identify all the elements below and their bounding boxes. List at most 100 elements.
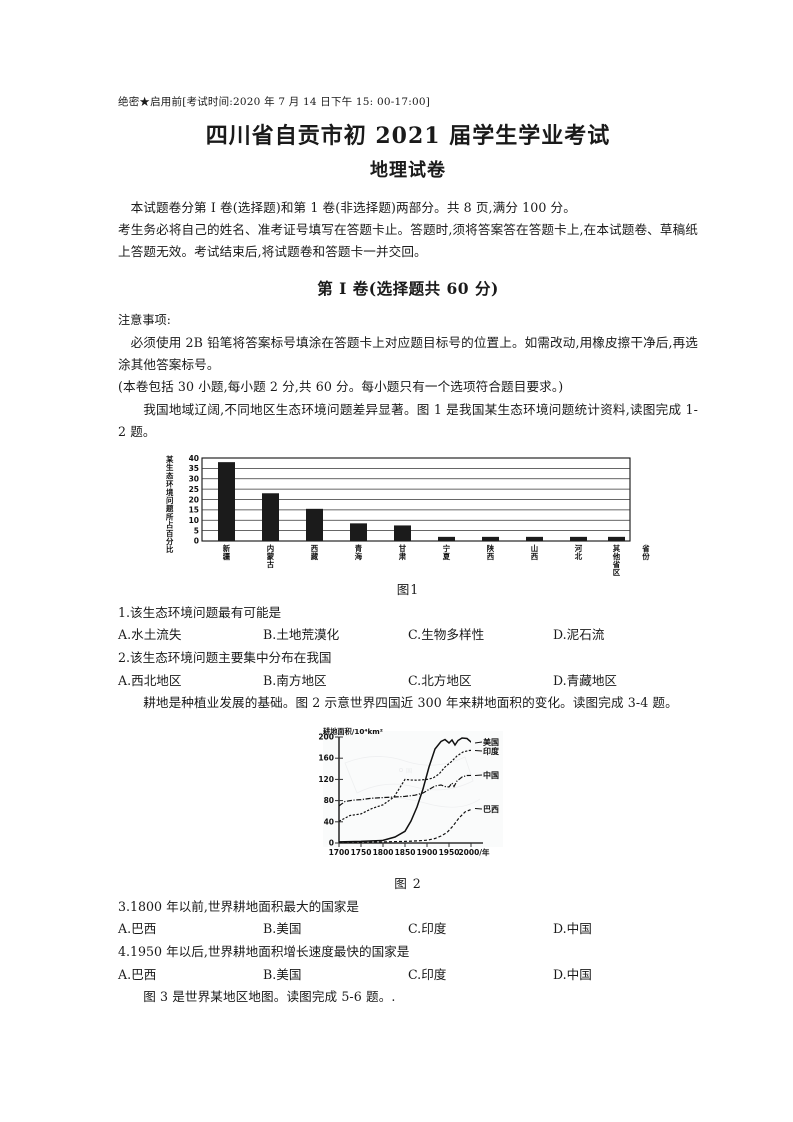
q1-option-a[interactable]: A.水土流失 (118, 627, 182, 643)
question-3-stem: 3.1800 年以前,世界耕地面积最大的国家是 (118, 898, 359, 914)
bar-shaanxi (482, 536, 499, 541)
chart-1-svg: 某生态环境问题所占百分比 40 35 (165, 454, 651, 577)
question-4-options: A.巴西 B.美国 C.印度 D.中国 (118, 964, 698, 987)
svg-text:1750: 1750 (350, 848, 371, 857)
series-label-usa: 美国 (483, 737, 499, 747)
chart-2-ytick-labels: 200 160 120 80 40 0 (318, 732, 334, 847)
passage-3: 图 3 是世界某地区地图。读图完成 5-6 题。. (143, 989, 396, 1005)
bar-shanxi (526, 536, 543, 541)
q4-option-a[interactable]: A.巴西 (118, 966, 157, 982)
chart-2-map-watermark: 国 (322, 730, 503, 847)
q4-option-c[interactable]: C.印度 (408, 966, 447, 982)
figure-2-caption: 图 2 (394, 875, 422, 891)
question-3-options: A.巴西 B.美国 C.印度 D.中国 (118, 918, 698, 941)
chart-1-xlabel: 省份 (641, 544, 650, 561)
cat-shaanxi: 陕西 (487, 544, 495, 561)
svg-text:160: 160 (318, 753, 334, 762)
question-4-stem: 4.1950 年以后,世界耕地面积增长速度最快的国家是 (118, 943, 410, 959)
chart-1-bar: 某生态环境问题所占百分比 40 35 (158, 452, 658, 577)
series-line-usa (338, 736, 471, 843)
chart-2-xtick-labels: 1700 1750 1800 1850 1900 1950 2000/年 (328, 847, 489, 857)
passage-1: 我国地域辽阔,不同地区生态环境问题差异显著。图 1 是我国某生态环境问题统计资料… (118, 401, 698, 440)
page-title: 四川省自贡市初 2021 届学生学业考试 (205, 122, 611, 149)
cat-neimenggu: 内蒙古 (267, 544, 275, 569)
svg-text:30: 30 (189, 474, 199, 483)
svg-text:国: 国 (406, 768, 412, 775)
cat-shanxi: 山西 (531, 544, 539, 561)
svg-text:25: 25 (189, 485, 199, 494)
figure-1-caption: 图1 (396, 581, 420, 597)
question-1-stem: 1.该生态环境问题最有可能是 (118, 604, 282, 620)
svg-text:5: 5 (194, 526, 199, 535)
q1-option-b[interactable]: B.土地荒漠化 (263, 627, 340, 643)
chart-2-line: 国 耕地面积/10⁴km² 200 160 (305, 723, 512, 871)
chart-2-svg: 国 耕地面积/10⁴km² 200 160 (318, 727, 503, 857)
q4-option-d[interactable]: D.中国 (553, 966, 592, 982)
chart-2-leader-lines (474, 741, 482, 810)
notice-body: 必须使用 2B 铅笔将答案标号填涂在答题卡上对应题目标号的位置上。如需改动,用橡… (118, 334, 698, 372)
secret-notice-line: 绝密★启用前[考试时间:2020 年 7 月 14 日下午 15: 00-17:… (118, 96, 431, 108)
cat-ningxia: 宁夏 (442, 544, 451, 561)
bar-xizang (306, 508, 323, 541)
bar-hebei (570, 536, 587, 541)
cat-xinjiang: 新疆 (223, 544, 231, 561)
intro-line-2: 考生务必将自己的姓名、准考证号填写在答题卡止。答题时,须将答案答在答题卡上,在本… (118, 222, 698, 260)
series-label-india: 印度 (483, 746, 500, 756)
q1-option-c[interactable]: C.生物多样性 (408, 627, 485, 643)
section-1-title: 第 I 卷(选择题共 60 分) (317, 278, 499, 298)
svg-text:0: 0 (328, 838, 333, 847)
q2-option-b[interactable]: B.南方地区 (263, 672, 327, 688)
q1-option-d[interactable]: D.泥石流 (553, 627, 605, 643)
figure-2: 国 耕地面积/10⁴km² 200 160 (118, 723, 698, 892)
cat-hebei: 河北 (575, 544, 583, 561)
series-line-china (338, 774, 471, 806)
chart-2-series-labels: 美国 印度 中国 巴西 (483, 737, 500, 814)
chart-1-category-labels: 新疆 内蒙古 西藏 青海 甘肃 宁夏 陕西 山西 河北 其他省区 省份 (223, 544, 651, 577)
svg-text:1850: 1850 (394, 848, 415, 857)
chart-2-xtick-marks (338, 842, 471, 847)
intro-line-1: 本试题卷分第 I 卷(选择题)和第 1 卷(非选择题)两部分。共 8 页,满分 … (130, 199, 576, 215)
svg-text:40: 40 (323, 817, 333, 826)
svg-text:1700: 1700 (328, 848, 349, 857)
series-label-brazil: 巴西 (483, 805, 499, 814)
svg-text:2000/年: 2000/年 (458, 847, 490, 857)
svg-text:1900: 1900 (416, 848, 437, 857)
passage-2: 耕地是种植业发展的基础。图 2 示意世界四国近 300 年来耕地面积的变化。读图… (143, 695, 678, 711)
bar-gansu (394, 525, 411, 541)
chart-1-ylabel: 某生态环境问题所占百分比 (165, 455, 174, 554)
series-label-china: 中国 (483, 770, 499, 780)
figure-1: 某生态环境问题所占百分比 40 35 (118, 452, 698, 598)
q4-option-b[interactable]: B.美国 (263, 966, 302, 982)
bar-xinjiang (218, 461, 235, 541)
svg-text:80: 80 (323, 796, 333, 805)
svg-text:35: 35 (189, 464, 199, 473)
svg-text:120: 120 (318, 775, 334, 784)
q3-option-a[interactable]: A.巴西 (118, 921, 157, 937)
cat-qinghai: 青海 (355, 544, 363, 561)
question-1-options: A.水土流失 B.土地荒漠化 C.生物多样性 D.泥石流 (118, 624, 698, 647)
q3-option-b[interactable]: B.美国 (263, 921, 302, 937)
svg-text:1950: 1950 (438, 848, 459, 857)
q2-option-a[interactable]: A.西北地区 (118, 672, 182, 688)
series-line-brazil (338, 808, 471, 843)
bar-qinghai (350, 522, 367, 541)
q3-option-c[interactable]: C.印度 (408, 921, 447, 937)
cat-gansu: 甘肃 (399, 544, 407, 561)
chart-1-bars (218, 461, 625, 541)
question-2-stem: 2.该生态环境问题主要集中分布在我国 (118, 649, 332, 665)
q3-option-d[interactable]: D.中国 (553, 921, 592, 937)
svg-text:40: 40 (189, 454, 199, 463)
svg-text:200: 200 (318, 732, 334, 741)
notice-heading: 注意事项: (118, 312, 171, 327)
svg-text:0: 0 (194, 536, 199, 545)
svg-text:10: 10 (189, 516, 199, 525)
q2-option-d[interactable]: D.青藏地区 (553, 672, 618, 688)
chart-1-ytick-labels: 40 35 30 25 20 15 10 5 0 (189, 454, 199, 546)
q2-option-c[interactable]: C.北方地区 (408, 672, 472, 688)
section-scope-note: (本卷包括 30 小题,每小题 2 分,共 60 分。每小题只有一个选项符合题目… (118, 379, 564, 395)
bar-other (608, 536, 625, 541)
bar-ningxia (438, 536, 455, 541)
svg-text:15: 15 (189, 505, 199, 514)
svg-text:1800: 1800 (372, 848, 393, 857)
